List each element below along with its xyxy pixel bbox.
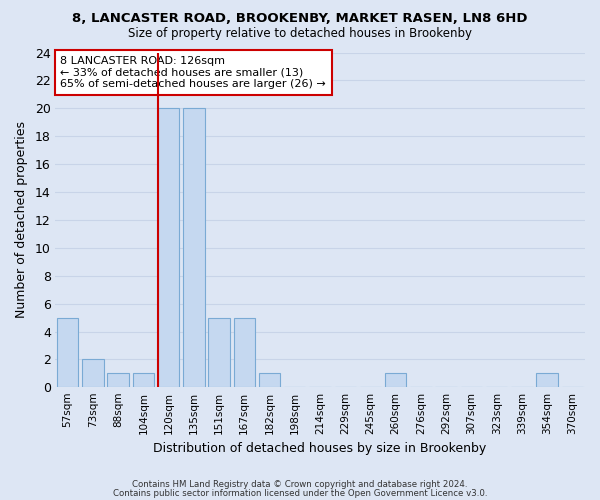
Bar [133, 374, 154, 388]
Bar [57, 318, 79, 388]
Bar [208, 318, 230, 388]
Text: Contains HM Land Registry data © Crown copyright and database right 2024.: Contains HM Land Registry data © Crown c… [132, 480, 468, 489]
Text: Size of property relative to detached houses in Brookenby: Size of property relative to detached ho… [128, 28, 472, 40]
Text: Contains public sector information licensed under the Open Government Licence v3: Contains public sector information licen… [113, 489, 487, 498]
Bar [107, 374, 129, 388]
Bar [158, 108, 179, 388]
Bar [82, 360, 104, 388]
Bar [259, 374, 280, 388]
Text: 8, LANCASTER ROAD, BROOKENBY, MARKET RASEN, LN8 6HD: 8, LANCASTER ROAD, BROOKENBY, MARKET RAS… [72, 12, 528, 26]
Bar [536, 374, 558, 388]
Y-axis label: Number of detached properties: Number of detached properties [15, 122, 28, 318]
Bar [233, 318, 255, 388]
Bar [385, 374, 406, 388]
Bar [183, 108, 205, 388]
X-axis label: Distribution of detached houses by size in Brookenby: Distribution of detached houses by size … [154, 442, 487, 455]
Text: 8 LANCASTER ROAD: 126sqm
← 33% of detached houses are smaller (13)
65% of semi-d: 8 LANCASTER ROAD: 126sqm ← 33% of detach… [60, 56, 326, 89]
